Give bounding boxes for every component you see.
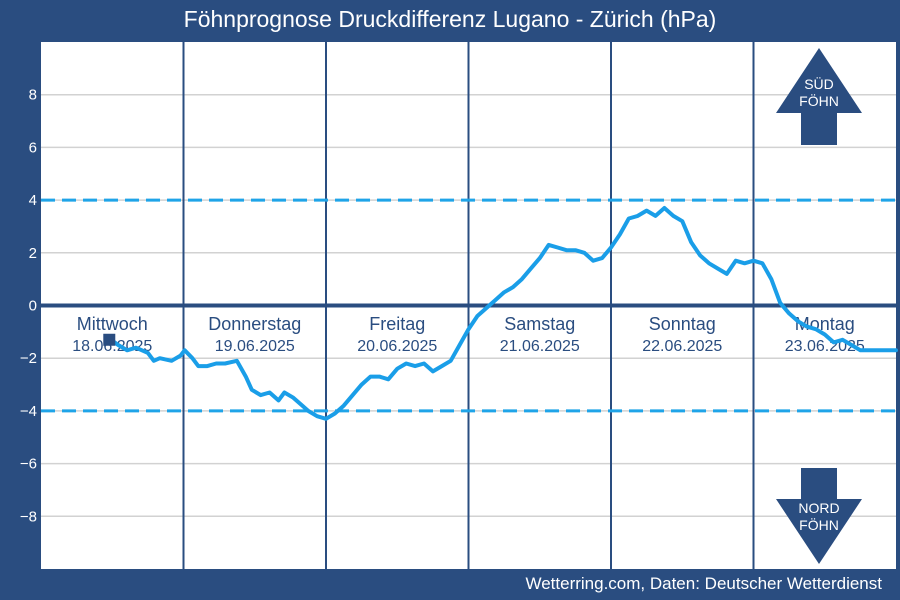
- nord-foehn-label: NORD: [798, 500, 839, 516]
- nord-foehn-arrow-icon: [776, 468, 862, 564]
- day-label-weekday: Donnerstag: [208, 314, 301, 334]
- y-tick-label: −6: [20, 456, 37, 473]
- chart-title: Föhnprognose Druckdifferenz Lugano - Zür…: [183, 6, 717, 32]
- day-label-date: 22.06.2025: [642, 338, 722, 355]
- day-label-date: 19.06.2025: [215, 338, 295, 355]
- nord-foehn-label: FÖHN: [799, 516, 839, 533]
- source-note: Wetterring.com, Daten: Deutscher Wetterd…: [525, 574, 882, 593]
- day-label-weekday: Mittwoch: [77, 314, 148, 334]
- day-label-weekday: Freitag: [369, 314, 425, 334]
- day-label-weekday: Samstag: [504, 314, 575, 334]
- y-tick-label: −2: [20, 350, 37, 367]
- series-line: [109, 206, 898, 421]
- day-label-date: 20.06.2025: [357, 338, 437, 355]
- sued-foehn-label: FÖHN: [799, 92, 839, 109]
- y-tick-label: 6: [29, 139, 37, 156]
- data-point-marker: [103, 333, 116, 346]
- y-tick-label: 0: [29, 298, 37, 315]
- y-tick-label: 4: [29, 192, 37, 209]
- y-tick-label: 2: [29, 245, 37, 262]
- day-label-date: 21.06.2025: [500, 338, 580, 355]
- y-tick-label: −8: [20, 508, 37, 525]
- y-tick-label: −4: [20, 403, 37, 420]
- sued-foehn-arrow-icon: [776, 48, 862, 145]
- y-tick-label: 8: [29, 87, 37, 104]
- sued-foehn-label: SÜD: [804, 75, 834, 92]
- day-label-weekday: Sonntag: [649, 314, 716, 334]
